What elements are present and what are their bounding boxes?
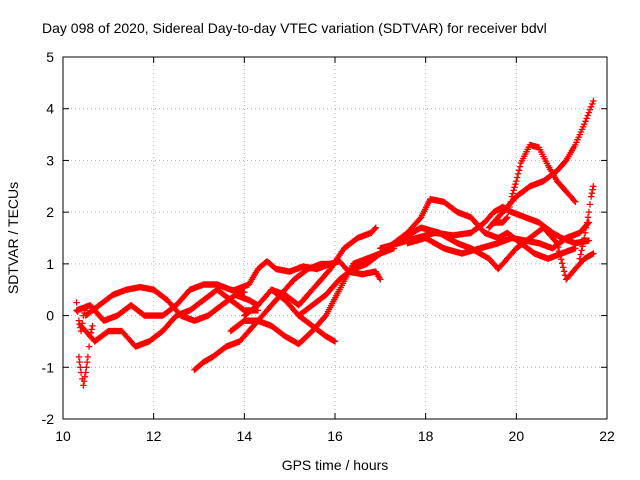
data-point-marks (399, 224, 597, 283)
x-tick-label: 22 (599, 428, 615, 444)
series-track-14 (485, 97, 597, 231)
x-tick-label: 10 (55, 428, 71, 444)
chart-title: Day 098 of 2020, Sidereal Day-to-day VTE… (42, 20, 547, 36)
x-tick-label: 20 (509, 428, 525, 444)
y-tick-label: -2 (42, 411, 55, 427)
y-tick-label: 2 (46, 204, 54, 220)
data-point-marks (404, 219, 593, 257)
x-tick-label: 18 (418, 428, 434, 444)
y-tick-label: 4 (46, 101, 54, 117)
y-tick-label: 3 (46, 152, 54, 168)
y-axis-label: SDTVAR / TECUs (5, 182, 21, 294)
series-track-3 (77, 286, 262, 350)
series-track-11 (399, 224, 597, 283)
series-track-8 (268, 224, 379, 309)
x-tick-label: 12 (146, 428, 162, 444)
series-track-12 (404, 219, 593, 257)
y-tick-label: 1 (46, 256, 54, 272)
series-track-16 (75, 322, 96, 389)
x-tick-label: 14 (237, 428, 253, 444)
data-point-marks (576, 183, 597, 262)
y-tick-label: -1 (42, 359, 55, 375)
series-track-17 (73, 299, 89, 335)
y-tick-label: 0 (46, 308, 54, 324)
data-point-marks (191, 260, 334, 374)
data-point-marks (77, 286, 262, 350)
data-point-marks (485, 97, 597, 231)
data-series (73, 97, 597, 389)
data-point-marks (75, 322, 96, 389)
series-track-15 (576, 183, 597, 262)
axis-ticks (62, 56, 608, 420)
data-point-marks (268, 224, 379, 309)
x-axis-label: GPS time / hours (282, 457, 389, 473)
series-track-5 (191, 260, 334, 374)
data-point-marks (73, 299, 89, 335)
x-tick-label: 16 (327, 428, 343, 444)
y-tick-label: 5 (46, 49, 54, 65)
